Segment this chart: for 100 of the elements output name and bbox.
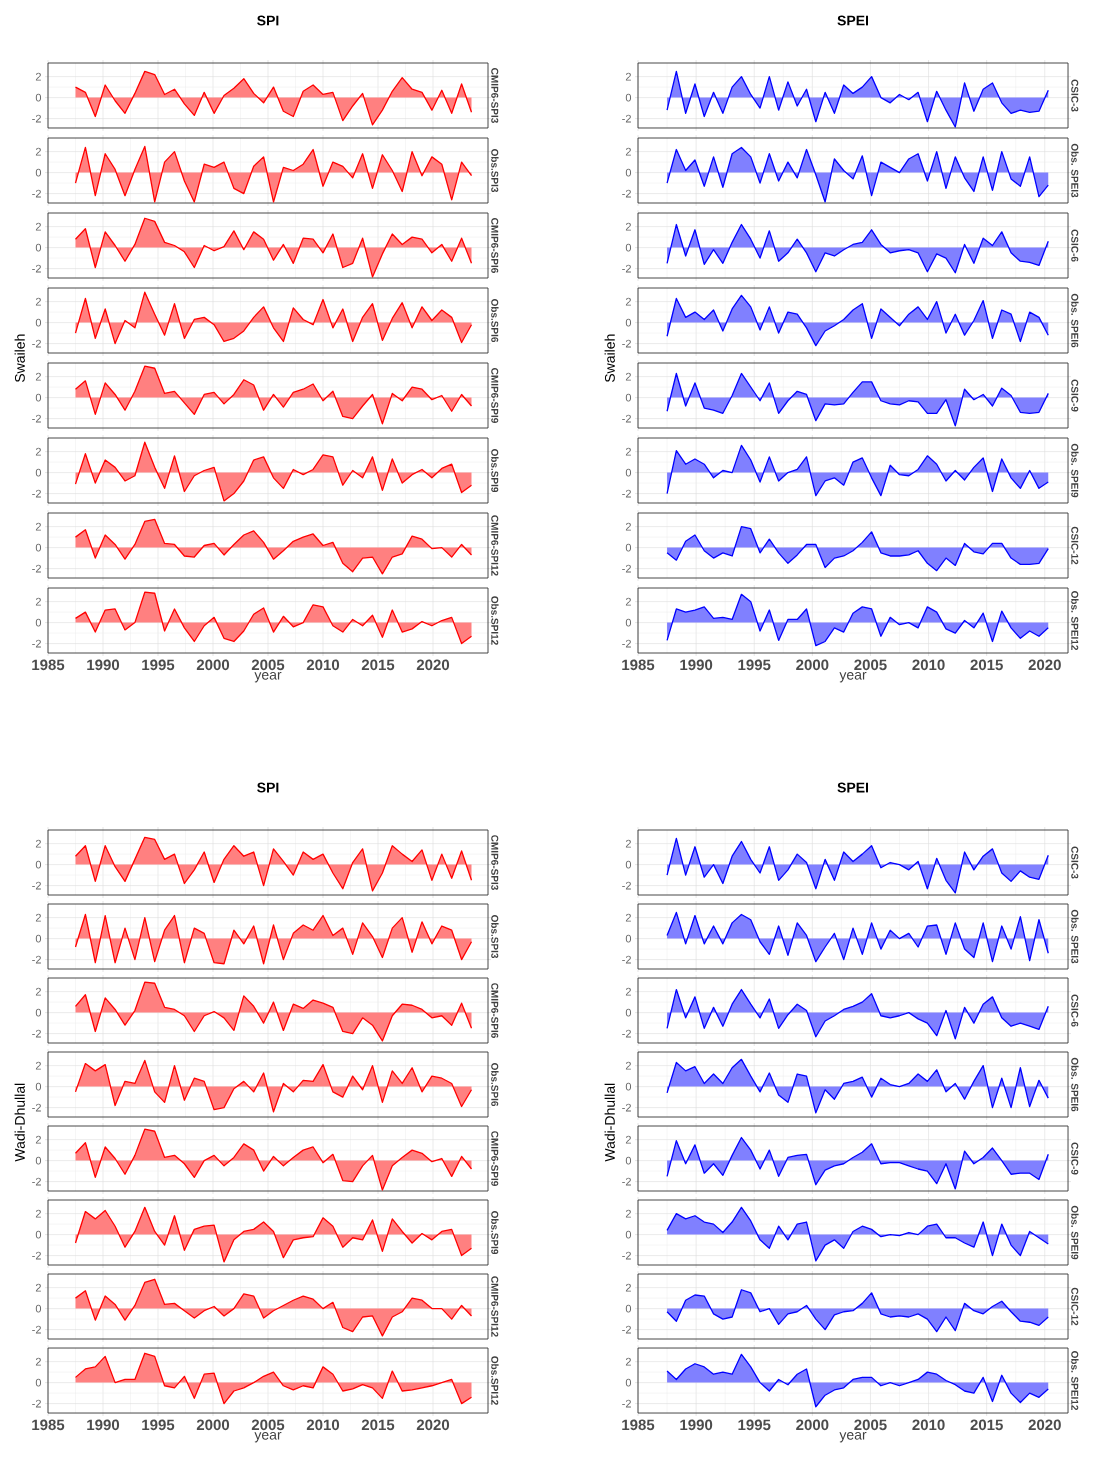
x-tick-label: 2000	[796, 1419, 829, 1431]
y-tick-label: 0	[35, 1008, 42, 1017]
y-tick-label: 0	[35, 1378, 42, 1387]
y-tick-label: 2	[625, 913, 631, 922]
y2-axis-title: CMIP6-SPI9	[491, 1131, 499, 1186]
y-tick-label: 2	[35, 297, 41, 306]
y2-axis-title: Obs. SPEI12	[1071, 590, 1079, 651]
y-tick-label: 0	[35, 168, 42, 177]
y2-axis-title: Obs. SPEI3	[1071, 909, 1079, 964]
x-tick-label: 1985	[622, 659, 655, 671]
y-tick-label: 2	[625, 839, 631, 848]
y2-axis-title: Obs. SPEI6	[1071, 293, 1079, 348]
y-tick-label: -2	[622, 955, 631, 964]
y2-axis-title: Obs.SPI12	[491, 1356, 499, 1405]
y2-axis-title: Obs. SPEI9	[1071, 1205, 1079, 1260]
y-tick-label: -2	[32, 639, 41, 648]
chart-title: SPI	[257, 15, 279, 26]
y2-axis-title: CMIP6-SPI6	[491, 983, 499, 1038]
y-tick-label: -2	[32, 339, 41, 348]
y2-axis-title: CMIP6-SPI12	[491, 1276, 499, 1337]
y-tick-label: 2	[35, 913, 41, 922]
y-tick-label: 0	[625, 468, 632, 477]
x-tick-label: 2015	[361, 1419, 395, 1431]
y-tick-label: -2	[32, 189, 41, 198]
y-tick-label: 0	[35, 1230, 42, 1239]
y-tick-label: -2	[622, 189, 631, 198]
y2-axis-title: CSIC-3	[1071, 79, 1079, 112]
y-tick-label: 0	[625, 93, 632, 102]
y-tick-label: -2	[622, 1325, 631, 1334]
x-tick-label: 2015	[361, 659, 395, 671]
y-tick-label: 0	[625, 1082, 632, 1091]
y-tick-label: 2	[625, 147, 631, 156]
x-tick-label: 2020	[1028, 659, 1061, 671]
y-tick-label: -2	[622, 564, 631, 573]
y-tick-label: 2	[35, 72, 41, 81]
y2-axis-title: Obs.SPI6	[491, 1062, 499, 1107]
y2-axis-title: CSIC-9	[1071, 379, 1079, 412]
x-tick-label: 2000	[196, 659, 230, 671]
y-tick-label: 2	[625, 72, 631, 81]
y-tick-label: 0	[35, 934, 42, 943]
y-tick-label: 0	[625, 1378, 632, 1387]
y-tick-label: 2	[35, 597, 41, 606]
y-tick-label: 0	[35, 1156, 42, 1165]
x-tick-label: 2005	[251, 1419, 285, 1431]
y-tick-label: 2	[625, 597, 631, 606]
y2-axis-title: Obs.SPI3	[491, 914, 499, 959]
y-tick-label: 2	[625, 522, 631, 531]
y-tick-label: -2	[622, 639, 631, 648]
x-axis-title: year	[254, 1432, 282, 1443]
y2-axis-title: Obs. SPEI6	[1071, 1057, 1079, 1112]
y-tick-label: 2	[35, 1135, 41, 1144]
y-tick-label: -2	[622, 114, 631, 123]
y-tick-label: -2	[622, 1177, 631, 1186]
chart-title: SPEI	[837, 782, 869, 793]
y-tick-label: 0	[35, 860, 42, 869]
x-tick-label: 1990	[87, 1419, 120, 1431]
x-tick-label: 1995	[142, 659, 175, 671]
y-tick-label: 2	[35, 447, 41, 456]
x-tick-label: 2015	[970, 1419, 1003, 1431]
y-tick-label: -2	[32, 1177, 41, 1186]
chart-title: SPEI	[837, 15, 869, 26]
y-tick-label: -2	[32, 1325, 41, 1334]
y2-axis-title: CSIC-12	[1071, 526, 1079, 565]
x-tick-label: 1985	[32, 1419, 65, 1431]
y2-axis-title: CSIC-9	[1071, 1142, 1079, 1175]
y-tick-label: 0	[35, 93, 42, 102]
y-tick-label: -2	[622, 264, 631, 273]
y2-axis-title: CSIC-3	[1071, 846, 1079, 879]
y-tick-label: 0	[625, 543, 632, 552]
y2-axis-title: CMIP6-SPI3	[491, 835, 499, 890]
y-tick-label: 0	[35, 318, 42, 327]
x-tick-label: 1990	[87, 659, 120, 671]
x-tick-label: 2010	[912, 659, 945, 671]
y-tick-label: -2	[622, 1399, 631, 1408]
y-tick-label: 2	[35, 522, 41, 531]
y-tick-label: 2	[35, 372, 41, 381]
y2-axis-title: Obs.SPI12	[491, 596, 499, 645]
y-tick-label: -2	[622, 339, 631, 348]
y-tick-label: 2	[625, 1283, 631, 1292]
y2-axis-title: CMIP6-SPI12	[491, 515, 499, 576]
y-tick-label: 0	[625, 934, 632, 943]
y-tick-label: -2	[622, 414, 631, 423]
y-tick-label: -2	[32, 1251, 41, 1260]
y-tick-label: 0	[625, 860, 632, 869]
x-tick-label: 2005	[251, 659, 285, 671]
y-tick-label: 2	[35, 839, 41, 848]
y-tick-label: 0	[625, 1156, 632, 1165]
y-axis-title: Swaileh	[604, 334, 615, 383]
x-tick-label: 2015	[970, 659, 1003, 671]
x-tick-label: 2010	[306, 1419, 340, 1431]
x-tick-label: 1995	[738, 1419, 771, 1431]
x-axis-title: year	[254, 671, 282, 683]
y-tick-label: -2	[622, 1103, 631, 1112]
y-tick-label: 0	[35, 543, 42, 552]
y-tick-label: 2	[35, 1209, 41, 1218]
x-tick-label: 2000	[796, 659, 829, 671]
y-tick-label: -2	[32, 1399, 41, 1408]
y-tick-label: 2	[625, 1135, 631, 1144]
x-tick-label: 1985	[622, 1419, 655, 1431]
y-tick-label: 0	[625, 1008, 632, 1017]
